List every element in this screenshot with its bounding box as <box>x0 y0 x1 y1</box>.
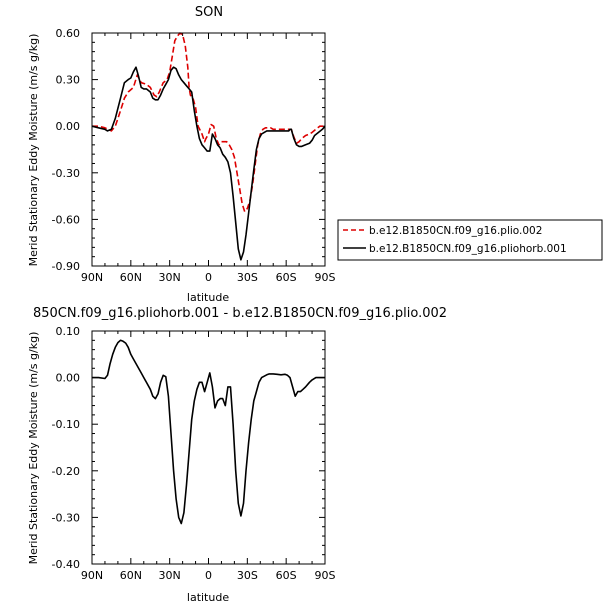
bottom-y-tick-label: 0.10 <box>56 325 81 338</box>
bottom-x-tick-label: 60N <box>120 569 142 582</box>
top-x-tick-label: 60S <box>276 271 297 284</box>
bottom-axis-ticks: 90N 60N 30N 0 30S 60S 90S -0.40 -0.30 -0.20 -0.10 0… <box>52 325 336 582</box>
top-x-tick-label: 60N <box>120 271 142 284</box>
bottom-x-tick-label: 30S <box>237 569 258 582</box>
bottom-y-tick-label: -0.20 <box>52 465 80 478</box>
top-y-tick-label: 0.00 <box>56 120 81 133</box>
bottom-panel: 850CN.f09_g16.pliohorb.001 - b.e12.B1850… <box>27 306 447 604</box>
top-x-tick-label: 30N <box>159 271 181 284</box>
top-y-tick-label: -0.60 <box>52 213 80 226</box>
top-y-tick-label: -0.30 <box>52 167 80 180</box>
bottom-y-axis-label: Merid Stationary Eddy Moisture (m/s g/kg… <box>27 332 40 565</box>
legend-label-plio: b.e12.B1850CN.f09_g16.plio.002 <box>369 225 542 237</box>
bottom-series-line-0 <box>92 339 325 525</box>
bottom-x-axis-label: latitude <box>187 591 229 604</box>
bottom-x-tick-label: 30N <box>159 569 181 582</box>
top-axis-ticks: 90N 60N 30N 0 30S 60S 90S -0.90 -0.60 -0.30 0.00 0.… <box>52 27 336 284</box>
top-x-tick-label: 90S <box>315 271 336 284</box>
legend: b.e12.B1850CN.f09_g16.plio.002 b.e12.B18… <box>337 219 603 261</box>
bottom-x-tick-label: 0 <box>205 569 212 582</box>
bottom-chart-title: 850CN.f09_g16.pliohorb.001 - b.e12.B1850… <box>33 306 447 321</box>
bottom-plot-frame <box>91 330 326 565</box>
top-y-axis-label: Merid Stationary Eddy Moisture (m/s g/kg… <box>27 34 40 267</box>
top-x-tick-label: 30S <box>237 271 258 284</box>
bottom-x-tick-label: 60S <box>276 569 297 582</box>
top-y-tick-label: 0.60 <box>56 27 81 40</box>
top-chart-title: SON <box>195 5 223 20</box>
top-panel: SON 90N 60N 30N 0 30S 60S 90S -0.90 -0.60 -0.30 0.… <box>27 5 336 304</box>
bottom-y-tick-label: 0.00 <box>56 372 81 385</box>
bottom-series-lines <box>92 339 325 525</box>
top-x-tick-label: 90N <box>81 271 103 284</box>
bottom-y-tick-label: -0.40 <box>52 558 80 571</box>
top-y-tick-label: 0.30 <box>56 74 81 87</box>
legend-box <box>337 219 603 261</box>
bottom-y-tick-label: -0.10 <box>52 418 80 431</box>
legend-label-pliohorb: b.e12.B1850CN.f09_g16.pliohorb.001 <box>369 243 567 255</box>
top-x-tick-label: 0 <box>205 271 212 284</box>
top-x-axis-label: latitude <box>187 291 229 304</box>
bottom-x-tick-label: 90N <box>81 569 103 582</box>
top-series-line-1 <box>91 66 326 261</box>
bottom-x-tick-label: 90S <box>315 569 336 582</box>
bottom-y-tick-label: -0.30 <box>52 511 80 524</box>
top-plot-frame <box>91 32 326 267</box>
top-y-tick-label: -0.90 <box>52 260 80 273</box>
top-series-line-0 <box>92 32 325 213</box>
top-series-lines <box>91 32 326 261</box>
